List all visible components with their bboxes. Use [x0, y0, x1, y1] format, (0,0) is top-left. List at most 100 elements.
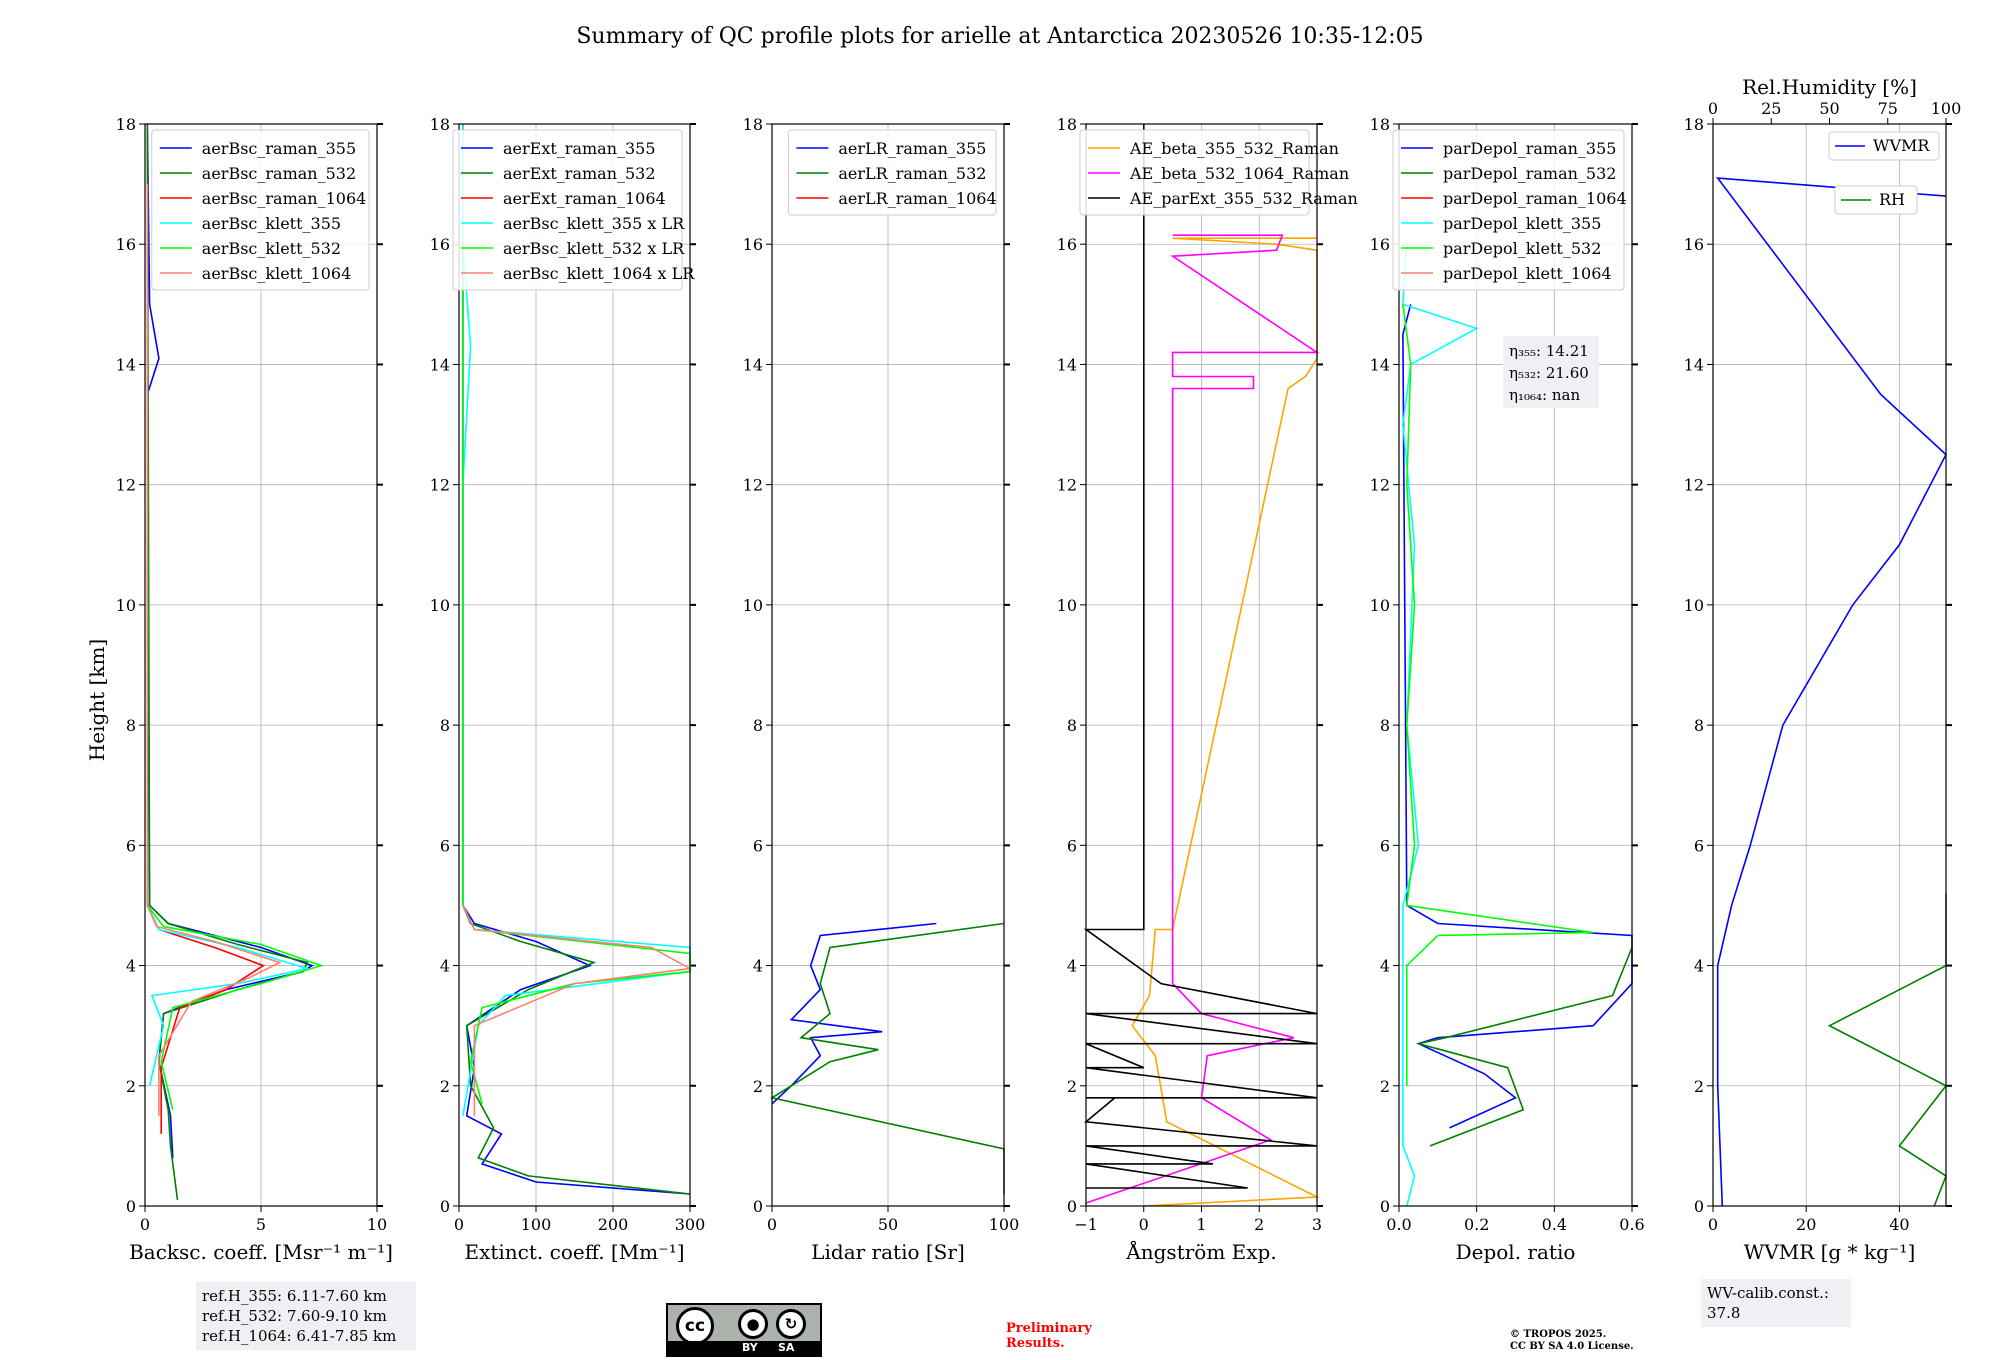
annotation-text: η₃₅₅: 14.21: [1509, 342, 1589, 360]
x-tick-label: 0: [1708, 1215, 1718, 1234]
y-tick-label: 16: [116, 235, 136, 254]
y-tick-label: 18: [1370, 115, 1390, 134]
top-x-tick-label: 50: [1819, 99, 1839, 118]
top-x-tick-label: 25: [1761, 99, 1781, 118]
annotation-text: η₁₀₆₄: nan: [1509, 386, 1580, 404]
y-tick-label: 2: [440, 1077, 450, 1096]
series-line-wvmr: [1715, 177, 1947, 1207]
panel-5: 0 2 4 6 8 10 12 14 16 18 0.0 0.2 0.4 0.6 Depol. ratio p…: [1370, 115, 1645, 1264]
y-tick-label: 4: [1694, 957, 1704, 976]
legend-entry: AE_beta_355_532_Raman: [1129, 139, 1339, 158]
y-tick-label: 10: [1684, 596, 1704, 615]
series-line-aerext-raman-532: [462, 905, 691, 1195]
legend-entry: aerBsc_raman_355: [202, 139, 356, 158]
y-tick-label: 6: [1067, 836, 1077, 855]
legend-entry: aerLR_raman_1064: [838, 189, 996, 208]
x-tick-label: 100: [989, 1215, 1020, 1234]
series-line-pardepol-klett-355: [1402, 244, 1479, 1207]
x-tick-label: 1: [1196, 1215, 1206, 1234]
x-tick-label: 100: [521, 1215, 552, 1234]
x-tick-label: 0: [454, 1215, 464, 1234]
y-tick-label: 14: [1057, 355, 1077, 374]
legend-entry: aerBsc_klett_532 x LR: [503, 239, 685, 258]
y-tick-label: 18: [1684, 115, 1704, 134]
x-tick-label: 0.6: [1619, 1215, 1644, 1234]
legend-entry: AE_parExt_355_532_Raman: [1129, 189, 1358, 208]
refh-1064: ref.H_1064: 6.41-7.85 km: [202, 1327, 397, 1345]
y-tick-label: 2: [1380, 1077, 1390, 1096]
y-tick-label: 8: [126, 716, 136, 735]
series-line-aerbsc-raman-1064: [146, 905, 266, 1134]
x-tick-label: 0.0: [1386, 1215, 1411, 1234]
figure-title: Summary of QC profile plots for arielle …: [576, 24, 1423, 49]
y-tick-label: 0: [440, 1197, 450, 1216]
y-tick-label: 10: [1370, 596, 1390, 615]
wv-calibration-box: WV-calib.const.: 37.8: [1701, 1279, 1851, 1327]
y-tick-label: 4: [440, 957, 450, 976]
y-tick-label: 2: [753, 1077, 763, 1096]
x-tick-label: 5: [256, 1215, 266, 1234]
x-tick-label: 200: [598, 1215, 629, 1234]
x-tick-label: 0.4: [1542, 1215, 1567, 1234]
preliminary-line-2: Results.: [1006, 1336, 1065, 1351]
y-tick-label: 12: [1684, 476, 1704, 495]
series-line-pardepol-raman-355: [1402, 304, 1633, 1129]
legend-entry: parDepol_raman_532: [1443, 164, 1616, 183]
y-tick-label: 12: [1370, 476, 1390, 495]
x-tick-label: 300: [675, 1215, 706, 1234]
plot-frame: [144, 123, 378, 1207]
plot-frame: [771, 123, 1005, 1207]
top-x-axis-label: Rel.Humidity [%]: [1742, 75, 1917, 99]
x-tick-label: 40: [1889, 1215, 1909, 1234]
copyright-line-2: CC BY SA 4.0 License.: [1510, 1341, 1634, 1352]
y-tick-label: 0: [1067, 1197, 1077, 1216]
x-tick-label: 10: [367, 1215, 387, 1234]
y-tick-label: 8: [1694, 716, 1704, 735]
y-tick-label: 14: [743, 355, 763, 374]
legend-box: [452, 129, 683, 291]
x-axis-label: Extinct. coeff. [Mm⁻¹]: [464, 1240, 684, 1264]
x-tick-label: 0: [767, 1215, 777, 1234]
x-tick-label: 0: [140, 1215, 150, 1234]
y-tick-label: 6: [1380, 836, 1390, 855]
series-line-aerbsc-klett-532-x-lr: [462, 244, 691, 1105]
y-tick-label: 6: [753, 836, 763, 855]
y-tick-label: 4: [1067, 957, 1077, 976]
y-tick-label: 18: [430, 115, 450, 134]
copyright-line-1: © TROPOS 2025.: [1510, 1329, 1607, 1340]
legend-box: [1392, 129, 1625, 291]
y-tick-label: 6: [126, 836, 136, 855]
legend-entry: aerBsc_klett_355: [202, 214, 341, 233]
legend-entry: aerExt_raman_355: [503, 139, 656, 158]
y-tick-label: 10: [116, 596, 136, 615]
y-tick-label: 6: [440, 836, 450, 855]
y-tick-label: 12: [1057, 476, 1077, 495]
x-tick-label: 2: [1254, 1215, 1264, 1234]
y-tick-label: 18: [743, 115, 763, 134]
y-tick-label: 4: [1380, 957, 1390, 976]
y-tick-label: 8: [1380, 716, 1390, 735]
y-tick-label: 18: [1057, 115, 1077, 134]
cc-badge-bar: BY SA: [668, 1341, 820, 1355]
legend-entry: parDepol_klett_355: [1443, 214, 1601, 233]
cc-license-badge: cc ● ↻ BY SA: [666, 1303, 822, 1357]
y-tick-label: 16: [1684, 235, 1704, 254]
cc-logo-icon: cc: [676, 1307, 714, 1345]
series-line-aerbsc-klett-1064: [146, 184, 282, 1116]
legend-entry: parDepol_klett_1064: [1443, 264, 1612, 283]
cc-by-text: BY: [742, 1341, 758, 1354]
y-tick-label: 14: [116, 355, 136, 374]
y-tick-label: 4: [126, 957, 136, 976]
x-tick-label: −1: [1074, 1215, 1098, 1234]
y-tick-label: 8: [1067, 716, 1077, 735]
x-axis-label: Backsc. coeff. [Msr⁻¹ m⁻¹]: [129, 1240, 393, 1264]
y-tick-label: 0: [126, 1197, 136, 1216]
y-tick-label: 10: [743, 596, 763, 615]
legend-entry: aerBsc_klett_1064 x LR: [503, 264, 695, 283]
panel-1: 0 2 4 6 8 10 12 14 16 18 0 5 10 Backsc. coeff. [Msr⁻¹…: [116, 115, 393, 1264]
series-line-ae-parext-355-532-raman: [1083, 124, 1318, 1189]
y-tick-label: 8: [440, 716, 450, 735]
legend-box: [1828, 131, 1940, 161]
